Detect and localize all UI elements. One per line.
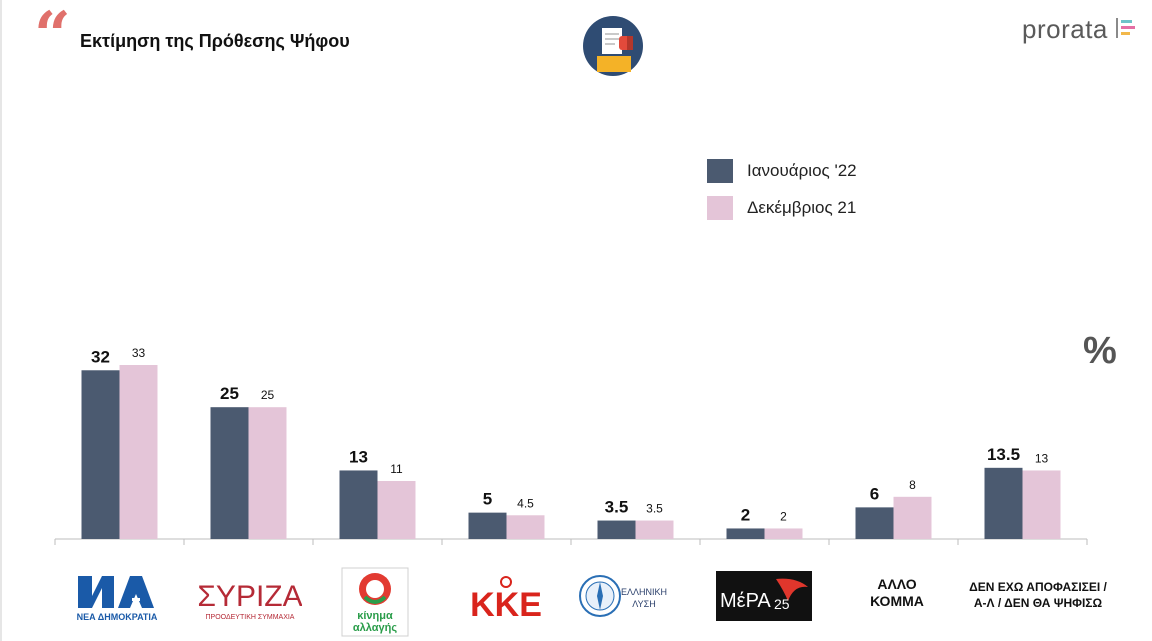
kinal-logo-line1: κίνημα [357,610,393,622]
data-label-december-2: 11 [390,462,403,476]
data-label-december-6: 8 [909,478,916,492]
bar-january-0 [81,370,120,539]
mera25-logo-number: 25 [774,596,790,612]
data-label-january-1: 25 [220,384,239,403]
percent-symbol: % [1083,330,1117,372]
mera25-logo: ΜέΡΑ 25 [716,571,812,621]
nd-logo: ΝΕΑ ΔΗΜΟΚΡΑΤΙΑ [77,576,158,622]
data-label-january-3: 5 [483,490,492,509]
other-party-line2: ΚΟΜΜΑ [870,593,924,609]
other-party-label: ΑΛΛΟ ΚΟΜΜΑ [852,576,942,610]
legend-label-january: Ιανουάριος '22 [747,161,857,180]
data-label-december-7: 13 [1035,451,1049,465]
syriza-logo-subtitle: ΠΡΟΟΔΕΥΤΙΚΗ ΣΥΜΜΑΧΙΑ [206,614,295,621]
kinal-logo-line2: αλλαγής [353,622,397,634]
elliniki-lysi-logo: ΕΛΛΗΝΙΚΗ ΛΥΣΗ [579,575,667,617]
bar-january-4 [597,520,636,539]
chart-legend: Ιανουάριος '22 Δεκέμβριος 21 [707,158,857,232]
undecided-line1: ΔΕΝ ΕΧΩ ΑΠΟΦΑΣΙΣΕΙ / [969,580,1107,594]
brand-logo-text: prorata [1022,14,1108,44]
quote-icon: “ [34,0,71,73]
data-label-january-0: 32 [91,347,110,366]
bar-january-3 [468,512,507,539]
bar-january-6 [855,507,894,539]
data-label-january-4: 3.5 [605,498,629,517]
kke-logo-text: ΚΚΕ [470,586,542,622]
data-label-december-3: 4.5 [517,496,534,510]
data-label-january-6: 6 [870,484,879,503]
legend-label-december: Δεκέμβριος 21 [747,198,857,217]
data-label-december-4: 3.5 [646,502,663,516]
bar-december-7 [1022,470,1061,539]
bar-december-2 [377,481,416,539]
bar-january-2 [339,470,378,539]
data-label-january-2: 13 [349,447,368,466]
page-title: Εκτίμηση της Πρόθεσης Ψήφου [80,31,350,51]
bar-december-6 [893,496,932,539]
bar-december-0 [119,365,158,539]
legend-swatch-january [707,159,733,183]
syriza-logo: ΣΥΡΙΖΑ ΠΡΟΟΔΕΥΤΙΚΗ ΣΥΜΜΑΧΙΑ [198,580,302,621]
bar-december-3 [506,515,545,539]
bar-december-1 [248,407,287,539]
legend-item-december: Δεκέμβριος 21 [707,195,857,221]
bar-december-5 [764,528,803,539]
other-party-line1: ΑΛΛΟ [877,576,917,592]
bar-december-4 [635,520,674,539]
data-label-january-5: 2 [741,505,750,524]
undecided-label: ΔΕΝ ΕΧΩ ΑΠΟΦΑΣΙΣΕΙ / Α-Λ / ΔΕΝ ΘΑ ΨΗΦΙΣΩ [950,579,1126,611]
data-label-december-5: 2 [780,509,787,523]
brand-mark-icon [1116,18,1135,38]
bar-january-1 [210,407,249,539]
nd-logo-subtitle: ΝΕΑ ΔΗΜΟΚΡΑΤΙΑ [77,612,158,622]
ballot-icon [583,16,643,76]
legend-item-january: Ιανουάριος '22 [707,158,857,184]
kinal-logo: κίνημα αλλαγής [341,567,409,637]
mera25-logo-text: ΜέΡΑ [720,590,771,612]
undecided-line2: Α-Λ / ΔΕΝ ΘΑ ΨΗΦΙΣΩ [973,596,1103,610]
syriza-logo-text: ΣΥΡΙΖΑ [198,580,302,613]
elliniki-lysi-line2: ΛΥΣΗ [632,599,655,609]
elliniki-lysi-line1: ΕΛΛΗΝΙΚΗ [621,587,667,597]
kke-logo: ΚΚΕ [470,576,542,622]
data-label-january-7: 13.5 [987,445,1020,464]
frame-border [0,0,2,641]
bar-january-7 [984,467,1023,539]
legend-swatch-december [707,196,733,220]
bar-january-5 [726,528,765,539]
data-label-december-1: 25 [261,388,275,402]
data-label-december-0: 33 [132,346,146,360]
